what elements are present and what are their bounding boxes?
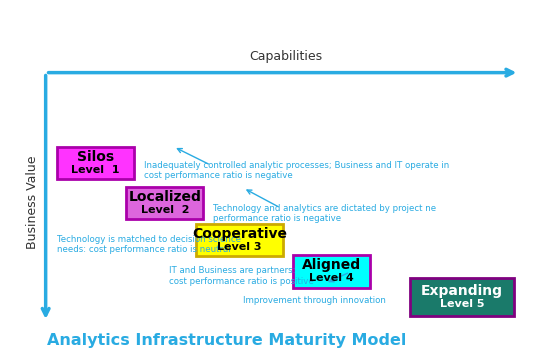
FancyBboxPatch shape [410, 278, 514, 316]
Text: Level 4: Level 4 [309, 273, 354, 283]
Text: Silos: Silos [77, 150, 114, 164]
FancyBboxPatch shape [293, 255, 370, 288]
Text: Expanding: Expanding [421, 284, 503, 298]
FancyBboxPatch shape [196, 224, 283, 256]
Text: Level  2: Level 2 [141, 205, 189, 215]
Text: Level 5: Level 5 [440, 299, 484, 309]
Text: Business Value: Business Value [26, 156, 39, 249]
Text: Localized: Localized [128, 190, 201, 204]
Text: Aligned: Aligned [302, 258, 361, 272]
Text: Inadequately controlled analytic processes; Business and IT operate in
cost perf: Inadequately controlled analytic process… [144, 161, 449, 180]
Text: Analytics Infrastructure Maturity Model: Analytics Infrastructure Maturity Model [47, 333, 406, 348]
Text: IT and Business are partners:
cost performance ratio is positive: IT and Business are partners: cost perfo… [169, 266, 314, 286]
Text: Technology is matched to decision science
needs: cost performance ratio is neutr: Technology is matched to decision scienc… [57, 235, 241, 254]
FancyBboxPatch shape [57, 147, 134, 179]
Text: Capabilities: Capabilities [249, 50, 322, 63]
Text: Technology and analytics are dictated by project ne
performance ratio is negativ: Technology and analytics are dictated by… [213, 204, 437, 223]
Text: Level  1: Level 1 [71, 165, 119, 175]
Text: Cooperative: Cooperative [192, 227, 287, 241]
Text: Improvement through innovation: Improvement through innovation [243, 296, 386, 305]
Text: Level 3: Level 3 [217, 242, 262, 252]
FancyBboxPatch shape [126, 187, 203, 219]
